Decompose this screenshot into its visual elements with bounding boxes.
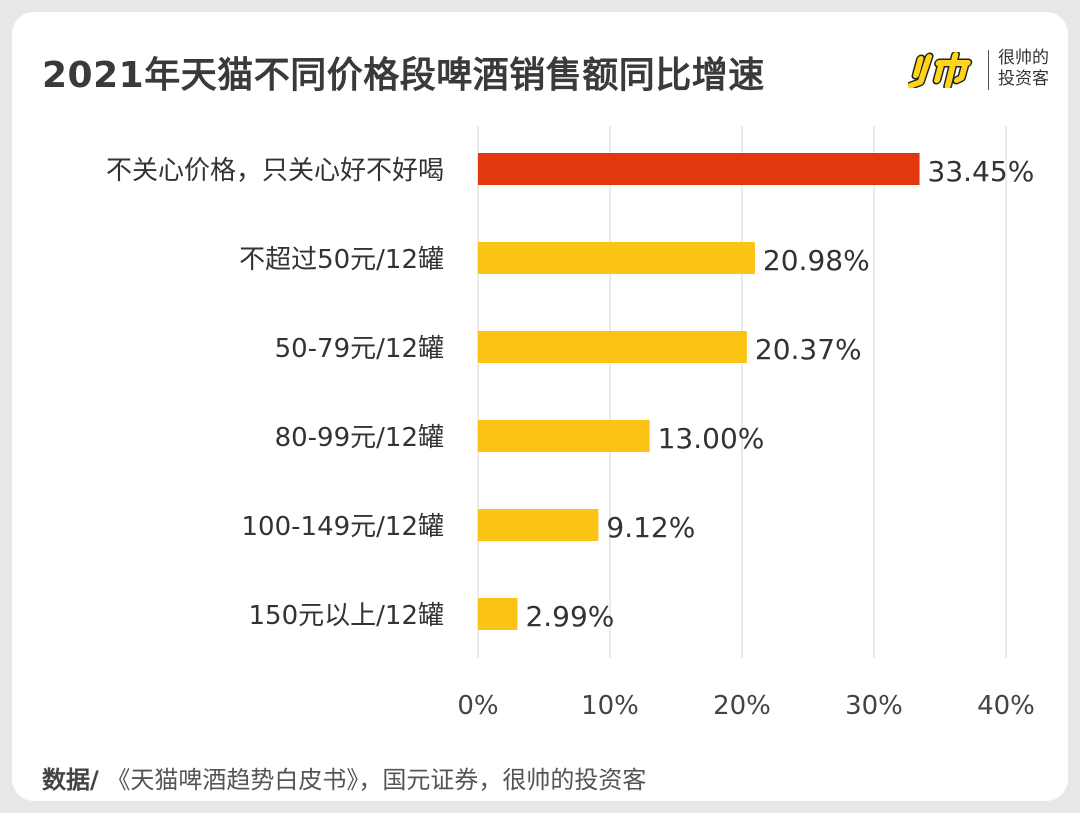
brand: 很帅的 投资客 xyxy=(908,46,1068,96)
data-label: 13.00% xyxy=(658,422,765,455)
bar xyxy=(478,509,599,541)
category-label: 不关心价格，只关心好不好喝 xyxy=(106,156,444,186)
brand-line-2: 投资客 xyxy=(998,69,1049,89)
bar xyxy=(478,420,650,452)
category-label: 不超过50元/12罐 xyxy=(239,245,444,275)
x-tick-label: 0% xyxy=(457,691,498,721)
source-text: 《天猫啤酒趋势白皮书》，国元证券，很帅的投资客 xyxy=(98,766,647,794)
category-label: 80-99元/12罐 xyxy=(275,423,444,453)
data-label: 20.37% xyxy=(755,333,862,366)
category-label: 100-149元/12罐 xyxy=(242,512,444,542)
data-label: 33.45% xyxy=(928,155,1035,188)
category-label: 50-79元/12罐 xyxy=(275,334,444,364)
x-tick-label: 20% xyxy=(713,691,771,721)
chart-title: 2021年天猫不同价格段啤酒销售额同比增速 xyxy=(42,55,765,96)
x-tick-label: 30% xyxy=(845,691,903,721)
shuai-logo-icon xyxy=(908,52,973,88)
bar xyxy=(478,242,755,274)
bar xyxy=(478,153,920,185)
x-tick-label: 40% xyxy=(977,691,1035,721)
chart-card: 2021年天猫不同价格段啤酒销售额同比增速 很帅的 投资客 数据 xyxy=(12,12,1068,801)
brand-name: 很帅的 投资客 xyxy=(998,48,1049,90)
category-label: 150元以上/12罐 xyxy=(249,601,444,631)
x-tick-label: 10% xyxy=(581,691,639,721)
brand-divider xyxy=(988,50,989,90)
bar xyxy=(478,331,747,363)
data-label: 20.98% xyxy=(763,244,870,277)
data-label: 9.12% xyxy=(606,511,695,544)
source-label: 数据/ xyxy=(42,766,99,794)
bar xyxy=(478,598,518,630)
source-footer: 数据/ 《天猫啤酒趋势白皮书》，国元证券，很帅的投资客 xyxy=(42,760,646,795)
brand-line-1: 很帅的 xyxy=(998,48,1049,68)
data-label: 2.99% xyxy=(525,600,614,633)
